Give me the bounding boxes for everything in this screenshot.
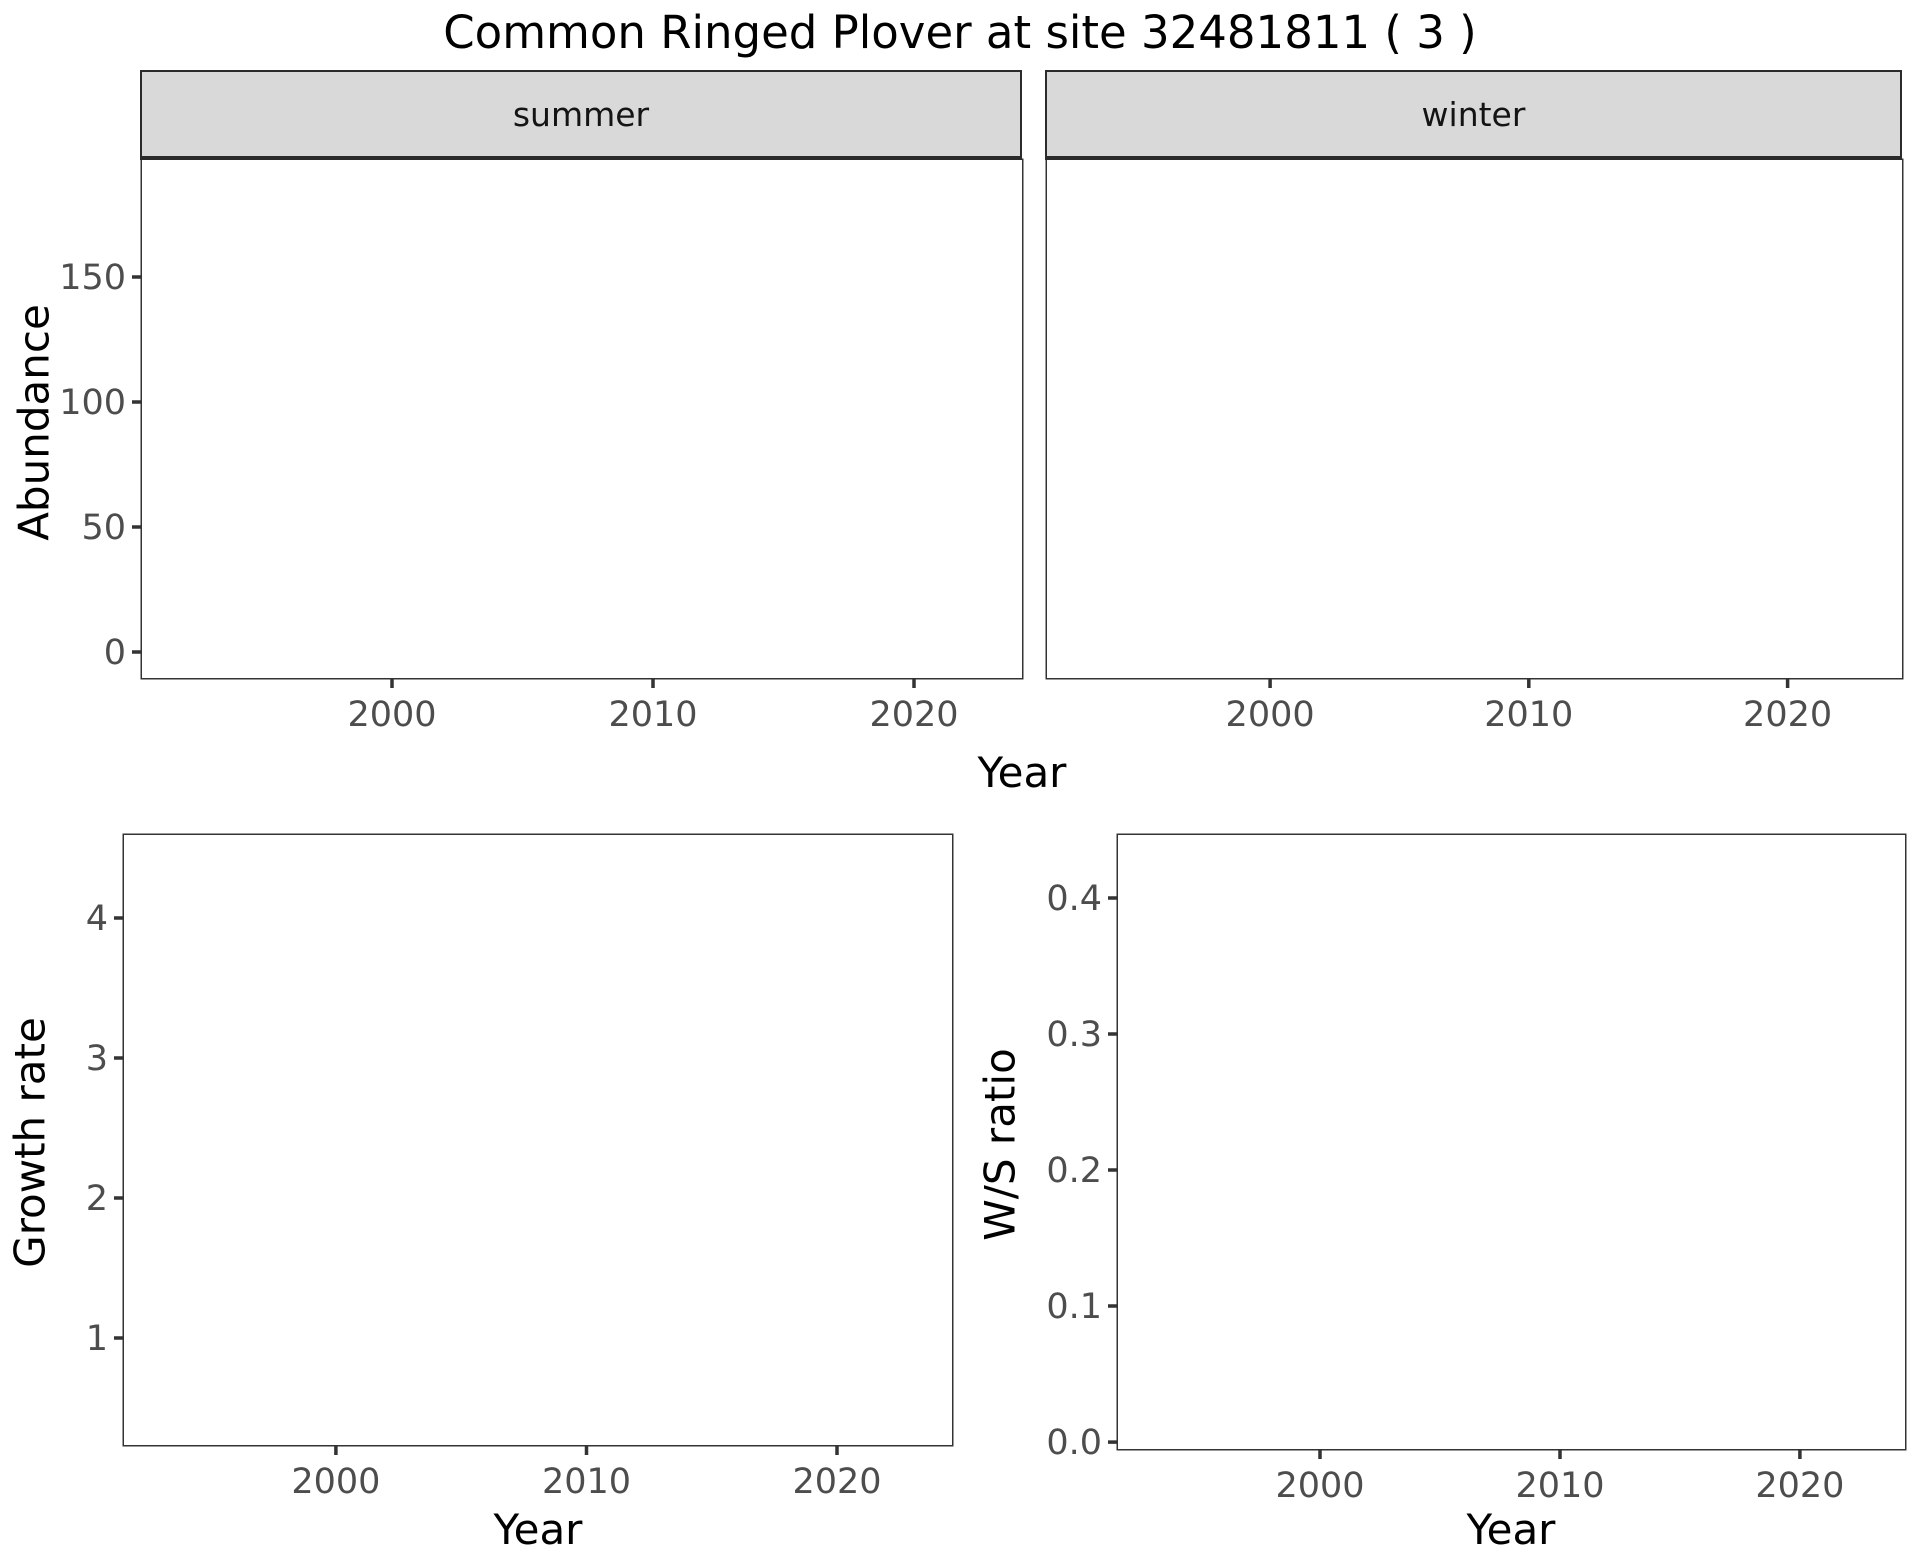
x-axis-title-year-top: Year bbox=[977, 748, 1067, 797]
panel-background bbox=[1118, 835, 1905, 1449]
y-tick-label: 0.2 bbox=[1046, 1151, 1102, 1191]
x-axis-title-year-ws: Year bbox=[1466, 1505, 1556, 1554]
y-tick-label: 1 bbox=[86, 1319, 108, 1359]
y-tick-label: 100 bbox=[59, 383, 126, 423]
axis-ticks: 2000 2010 2020 0 50 100 150 bbox=[59, 258, 958, 735]
x-tick-label: 2020 bbox=[1743, 695, 1832, 735]
y-tick-label: 3 bbox=[86, 1039, 108, 1079]
panel-background bbox=[124, 835, 952, 1445]
panel-background bbox=[1047, 160, 1902, 678]
facet-strip-winter: winter bbox=[1045, 70, 1902, 160]
axis-ticks: 2000 2010 2020 0.0 0.1 0.2 0.3 0.4 bbox=[1046, 879, 1844, 1506]
y-tick-label: 0 bbox=[104, 633, 126, 673]
x-tick-label: 2020 bbox=[1755, 1466, 1844, 1506]
y-tick-label: 50 bbox=[81, 508, 126, 548]
facet-strip-winter-label: winter bbox=[1421, 94, 1526, 134]
x-tick-label: 2010 bbox=[1484, 695, 1573, 735]
y-axis-title-abundance: Abundance bbox=[9, 304, 59, 541]
y-tick-label: 0.4 bbox=[1046, 879, 1102, 919]
y-tick-label: 150 bbox=[59, 258, 126, 298]
y-axis-title-growth-rate: Growth rate bbox=[5, 1017, 55, 1268]
x-tick-label: 2010 bbox=[608, 695, 697, 735]
x-tick-label: 2000 bbox=[291, 1462, 380, 1502]
x-tick-label: 2000 bbox=[1226, 695, 1315, 735]
x-tick-label: 2000 bbox=[1275, 1466, 1364, 1506]
y-tick-label: 0.3 bbox=[1046, 1015, 1102, 1055]
x-tick-label: 2010 bbox=[542, 1462, 631, 1502]
x-tick-label: 2000 bbox=[347, 695, 436, 735]
facet-strip-summer: summer bbox=[140, 70, 1022, 160]
x-axis-title-year-growth: Year bbox=[493, 1505, 583, 1554]
axis-ticks: 2000 2010 2020 1 2 3 4 bbox=[86, 899, 882, 1502]
y-tick-label: 0.1 bbox=[1046, 1287, 1102, 1327]
y-tick-label: 2 bbox=[86, 1179, 108, 1219]
facet-strip-summer-label: summer bbox=[512, 94, 650, 134]
axis-ticks: 2000 2010 2020 bbox=[1226, 678, 1832, 735]
chart-title: Common Ringed Plover at site 32481811 ( … bbox=[443, 6, 1477, 59]
x-tick-label: 2020 bbox=[792, 1462, 881, 1502]
y-tick-label: 0.0 bbox=[1046, 1423, 1102, 1463]
x-tick-label: 2010 bbox=[1515, 1466, 1604, 1506]
x-tick-label: 2020 bbox=[869, 695, 958, 735]
panel-background bbox=[142, 160, 1022, 678]
y-tick-label: 4 bbox=[86, 899, 108, 939]
y-axis-title-ws-ratio: W/S ratio bbox=[975, 1048, 1025, 1241]
